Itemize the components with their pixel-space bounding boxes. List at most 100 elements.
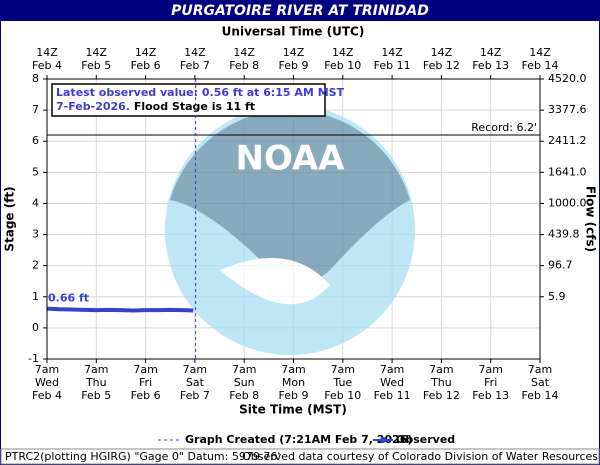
x-top-tick-label: Feb 14 — [522, 59, 559, 72]
x-tick-label: Sat — [531, 376, 550, 389]
x-tick-label: 7am — [380, 363, 404, 376]
observed-line — [46, 306, 194, 313]
x-tick-label: Feb 13 — [472, 389, 509, 402]
legend-observed-dot — [380, 437, 386, 443]
info-flood: Flood Stage is 11 ft — [134, 100, 255, 113]
x-tick-label: Wed — [380, 376, 404, 389]
x-top-tick-label: Feb 6 — [131, 59, 161, 72]
x-tick-label: 7am — [133, 363, 157, 376]
y2-tick-label: 3377.6 — [548, 103, 587, 116]
x-tick-label: 7am — [84, 363, 108, 376]
x-tick-label: 7am — [429, 363, 453, 376]
legend-created: Graph Created (7:21AM Feb 7, 2026) — [185, 433, 412, 446]
logo-gull — [220, 258, 330, 305]
x-top-tick-label: Feb 7 — [180, 59, 210, 72]
x-tick-label: 7am — [331, 363, 355, 376]
x-top-tick-label: 14Z — [332, 46, 354, 59]
x-top-tick-label: Feb 9 — [279, 59, 309, 72]
x-tick-label: Sat — [186, 376, 205, 389]
y2-tick-label: 4520.0 — [548, 72, 587, 85]
x-top-tick-label: Feb 11 — [374, 59, 411, 72]
x-tick-label: 7am — [232, 363, 256, 376]
x-top-tick-label: Feb 10 — [324, 59, 361, 72]
x-axis-label: Site Time (MST) — [239, 403, 347, 417]
x-tick-label: Fri — [484, 376, 497, 389]
x-tick-label: Mon — [282, 376, 305, 389]
x-tick-label: Sun — [234, 376, 255, 389]
x-tick-label: 7am — [281, 363, 305, 376]
y2-tick-label: 1641.0 — [548, 165, 587, 178]
legend-observed: Observed — [396, 433, 455, 446]
x-top-tick-label: Feb 4 — [32, 59, 62, 72]
x-top-tick-label: 14Z — [135, 46, 157, 59]
record-label: Record: 6.2' — [471, 121, 537, 134]
y-tick-label: 1 — [32, 290, 39, 303]
x-tick-label: Feb 9 — [279, 389, 309, 402]
logo-top — [170, 109, 410, 282]
y2-tick-label: 96.7 — [548, 259, 573, 272]
chart-title: PURGATOIRE RIVER AT TRINIDAD — [171, 3, 429, 19]
x-tick-label: Feb 14 — [522, 389, 559, 402]
y-tick-label: 4 — [32, 196, 39, 209]
x-tick-label: Fri — [139, 376, 152, 389]
noaa-watermark: NOAA — [165, 105, 415, 355]
top-axis-label: Universal Time (UTC) — [222, 25, 365, 39]
x-tick-label: Feb 11 — [374, 389, 411, 402]
x-tick-label: Feb 4 — [32, 389, 62, 402]
footer-box — [0, 448, 600, 465]
x-top-tick-label: 14Z — [86, 46, 108, 59]
x-tick-label: Feb 7 — [180, 389, 210, 402]
x-tick-label: 7am — [528, 363, 552, 376]
y-tick-label: 2 — [32, 259, 39, 272]
x-tick-label: 7am — [478, 363, 502, 376]
x-tick-label: Tue — [332, 376, 352, 389]
first-value-label: 0.66 ft — [48, 292, 89, 305]
x-tick-label: Feb 8 — [229, 389, 259, 402]
info-box — [51, 83, 326, 117]
x-top-tick-label: 14Z — [283, 46, 305, 59]
plot-area: NOAA — [46, 78, 541, 360]
x-tick-label: Thu — [85, 376, 107, 389]
footer-gage: PTRC2(plotting HGIRG) "Gage 0" Datum: 59… — [5, 450, 280, 463]
x-top-tick-label: 14Z — [480, 46, 502, 59]
x-tick-label: Feb 10 — [324, 389, 361, 402]
x-tick-label: 7am — [183, 363, 207, 376]
info-line2: 7-Feb-2026. Flood Stage is 11 ft — [56, 100, 255, 113]
x-tick-label: Wed — [35, 376, 59, 389]
y-tick-label: -1 — [28, 352, 39, 365]
y-tick-label: 8 — [32, 72, 39, 85]
y2-tick-label: 2411.2 — [548, 134, 587, 147]
x-top-tick-label: Feb 12 — [423, 59, 460, 72]
y-axis-label: Stage (ft) — [3, 186, 17, 251]
info-date: 7-Feb-2026. — [56, 100, 130, 113]
title-bar — [0, 0, 600, 21]
x-tick-label: Feb 6 — [131, 389, 161, 402]
x-top-tick-label: 14Z — [36, 46, 58, 59]
x-top-tick-label: 14Z — [431, 46, 453, 59]
x-top-tick-label: 14Z — [529, 46, 551, 59]
info-latest: Latest observed value: 0.56 ft at 6:15 A… — [56, 86, 345, 99]
x-tick-label: Feb 5 — [81, 389, 111, 402]
plot-border — [46, 78, 541, 360]
x-top-tick-label: Feb 13 — [472, 59, 509, 72]
x-tick-label: 7am — [35, 363, 59, 376]
x-top-tick-label: 14Z — [381, 46, 403, 59]
x-top-tick-label: 14Z — [233, 46, 255, 59]
x-top-tick-label: 14Z — [184, 46, 206, 59]
y2-tick-label: 439.8 — [548, 228, 580, 241]
y-tick-label: 7 — [32, 103, 39, 116]
y2-tick-label: 1000.0 — [548, 196, 587, 209]
y-tick-label: 6 — [32, 134, 39, 147]
y-tick-label: 3 — [32, 228, 39, 241]
x-top-tick-label: Feb 5 — [81, 59, 111, 72]
footer-credit: Observed data courtesy of Colorado Divis… — [242, 450, 598, 463]
x-tick-label: Feb 12 — [423, 389, 460, 402]
x-tick-label: Thu — [430, 376, 452, 389]
y-tick-label: 5 — [32, 165, 39, 178]
y2-axis-label: Flow (cfs) — [584, 186, 598, 252]
y2-tick-label: 5.9 — [548, 290, 566, 303]
x-top-tick-label: Feb 8 — [229, 59, 259, 72]
logo-text: NOAA — [235, 139, 345, 179]
y-tick-label: 0 — [32, 321, 39, 334]
